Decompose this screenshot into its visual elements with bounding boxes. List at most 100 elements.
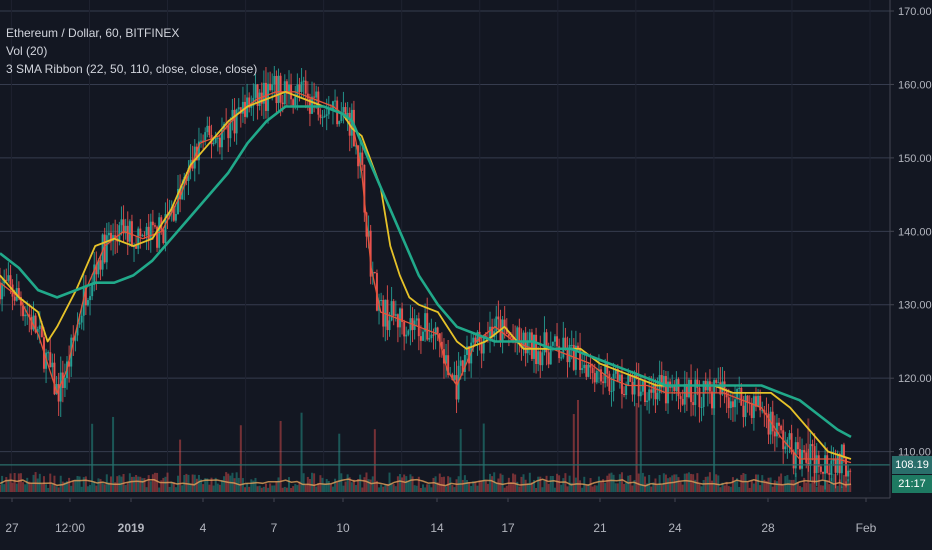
volume-bar	[805, 482, 808, 492]
volume-bar	[754, 474, 757, 492]
candle-body	[168, 212, 171, 217]
volume-bar	[145, 487, 148, 492]
volume-bar	[528, 472, 531, 492]
candle-body	[89, 296, 92, 301]
volume-bar	[401, 477, 404, 492]
volume-bar	[422, 484, 425, 492]
volume-bar	[547, 483, 550, 492]
sma-22-line	[0, 91, 852, 464]
candle-body	[40, 325, 43, 338]
volume-bar	[681, 484, 684, 492]
volume-bar	[461, 479, 464, 492]
candle-body	[518, 327, 521, 342]
volume-bar	[723, 485, 726, 492]
candle-body	[53, 362, 56, 395]
sma-110-line	[0, 105, 852, 439]
volume-bar	[5, 477, 8, 492]
volume-bar	[602, 479, 605, 492]
candle-body	[91, 284, 94, 297]
volume-bar	[591, 486, 594, 492]
candle-body	[231, 109, 234, 122]
volume-bar	[468, 482, 471, 492]
candle-body	[390, 301, 393, 321]
volume-bar	[239, 425, 242, 492]
volume-bar	[181, 485, 184, 492]
candle-body	[36, 329, 39, 333]
volume-bar	[442, 476, 445, 492]
candle-body	[576, 345, 579, 349]
volume-bar	[202, 484, 205, 492]
volume-bar	[445, 486, 448, 492]
candlesticks	[0, 66, 852, 490]
candle-body	[512, 337, 515, 341]
volume-bar	[252, 480, 255, 492]
volume-bar	[63, 482, 66, 492]
volume-bar	[300, 412, 303, 492]
volume-bar	[112, 416, 115, 492]
candle-body	[618, 374, 621, 381]
candle-body	[277, 75, 280, 104]
candle-body	[830, 460, 833, 475]
volume-bar	[95, 485, 98, 492]
volume-bar	[147, 475, 150, 492]
volume-indicator-label[interactable]: Vol (20)	[6, 44, 48, 58]
symbol-title[interactable]: Ethereum / Dollar, 60, BITFINEX	[6, 26, 180, 40]
candle-body	[74, 335, 77, 341]
candle-body	[503, 319, 506, 328]
candle-body	[86, 300, 89, 306]
volume-bar	[700, 486, 703, 492]
volume-bar	[838, 479, 841, 492]
volume-bar	[673, 474, 676, 492]
volume-bar	[135, 475, 138, 492]
candle-body	[581, 368, 584, 370]
volume-bar	[367, 479, 370, 492]
candle-body	[543, 332, 546, 353]
candle-body	[754, 396, 757, 407]
volume-bar	[474, 481, 477, 492]
volume-bar	[137, 476, 140, 492]
volume-bar	[392, 484, 395, 492]
volume-bar	[229, 475, 232, 492]
volume-bar	[744, 474, 747, 492]
volume-bar	[308, 479, 311, 492]
volume-bar	[66, 481, 69, 492]
volume-bar	[143, 478, 146, 492]
candle-body	[583, 364, 586, 369]
candle-body	[298, 84, 301, 92]
candle-body	[600, 369, 603, 382]
volume-bar	[746, 481, 749, 492]
candle-body	[685, 383, 688, 398]
candle-body	[68, 361, 71, 367]
candle-body	[51, 362, 54, 368]
volume-bar	[604, 482, 607, 492]
volume-bar	[639, 404, 642, 492]
volume-bar	[623, 483, 626, 492]
volume-bar	[244, 487, 247, 492]
candle-body	[501, 319, 504, 342]
volume-bar	[223, 476, 226, 492]
candle-body	[398, 308, 401, 328]
candle-body	[292, 99, 295, 106]
volume-bar	[15, 483, 18, 492]
volume-bar	[729, 486, 732, 492]
candle-body	[472, 337, 475, 343]
volume-bar	[566, 486, 569, 492]
candle-body	[233, 109, 236, 134]
sma-ribbon-label[interactable]: 3 SMA Ribbon (22, 50, 110, close, close,…	[6, 62, 258, 76]
volume-bar	[74, 479, 77, 492]
candle-body	[200, 140, 203, 142]
candle-body	[128, 221, 131, 242]
volume-bar	[340, 473, 343, 492]
time-tick-label: 10	[336, 521, 350, 535]
volume-bar	[541, 487, 544, 492]
candle-body	[344, 107, 347, 118]
volume-bar	[742, 473, 745, 492]
volume-bar	[817, 474, 820, 492]
time-tick-label: 27	[5, 521, 19, 535]
candle-body	[591, 367, 594, 374]
candle-body	[683, 383, 686, 405]
volume-bar	[522, 474, 525, 492]
candle-body	[346, 112, 349, 118]
